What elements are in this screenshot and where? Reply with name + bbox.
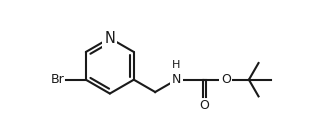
Text: O: O — [199, 99, 209, 112]
Text: O: O — [221, 73, 231, 86]
Text: N: N — [104, 31, 115, 46]
Text: Br: Br — [50, 73, 64, 86]
Text: N: N — [172, 73, 181, 86]
Text: H: H — [172, 60, 181, 71]
